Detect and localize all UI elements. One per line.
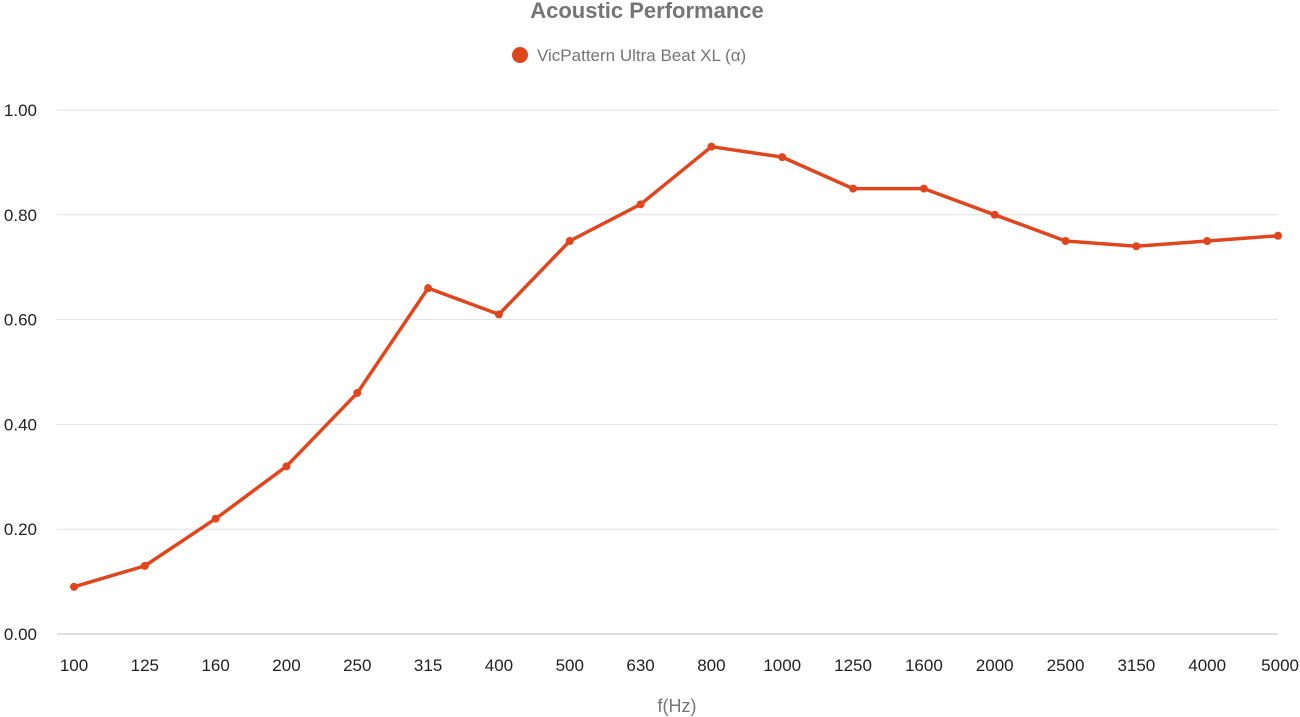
y-axis-ticks: 0.00 0.20 0.40 0.60 0.80 1.00 xyxy=(4,101,37,644)
x-tick-label: 800 xyxy=(697,656,725,675)
data-point xyxy=(494,310,503,319)
y-tick-label: 0.40 xyxy=(4,415,37,434)
x-tick-label: 125 xyxy=(131,656,159,675)
data-point xyxy=(919,184,928,193)
x-axis-ticks: 100 125 160 200 250 315 400 500 630 800 1000 1250 16… xyxy=(60,656,1299,675)
data-point xyxy=(424,284,433,293)
x-tick-label: 100 xyxy=(60,656,88,675)
x-tick-label: 1250 xyxy=(834,656,872,675)
data-point xyxy=(778,153,787,162)
x-tick-label: 200 xyxy=(272,656,300,675)
data-point xyxy=(1061,237,1070,245)
data-point xyxy=(282,462,291,471)
x-tick-label: 2000 xyxy=(976,656,1014,675)
x-tick-label: 400 xyxy=(485,656,513,675)
data-point xyxy=(707,142,716,151)
data-point xyxy=(565,237,574,245)
y-tick-label: 1.00 xyxy=(4,101,37,120)
data-point xyxy=(70,582,78,591)
x-tick-label: 630 xyxy=(626,656,654,675)
legend: VicPattern Ultra Beat XL (α) xyxy=(512,46,746,65)
gridlines xyxy=(57,109,1278,635)
data-point xyxy=(1203,237,1212,245)
x-tick-label: 500 xyxy=(556,656,584,675)
series-layer xyxy=(70,142,1282,591)
x-tick-label: 160 xyxy=(201,656,229,675)
x-tick-label: 4000 xyxy=(1188,656,1226,675)
chart-title: Acoustic Performance xyxy=(530,0,764,23)
legend-label: VicPattern Ultra Beat XL (α) xyxy=(537,46,746,65)
data-point xyxy=(1274,231,1282,240)
x-axis-title: f(Hz) xyxy=(658,696,697,716)
y-tick-label: 0.20 xyxy=(4,520,37,539)
data-point xyxy=(140,561,149,570)
y-tick-label: 0.60 xyxy=(4,311,37,330)
x-tick-label: 250 xyxy=(343,656,371,675)
data-point xyxy=(1132,242,1141,251)
data-point xyxy=(211,514,220,523)
x-tick-label: 1000 xyxy=(763,656,801,675)
x-tick-label: 3150 xyxy=(1117,656,1155,675)
series-line xyxy=(72,144,1280,589)
x-tick-label: 5000 xyxy=(1261,656,1299,675)
x-tick-label: 315 xyxy=(414,656,442,675)
data-point xyxy=(849,184,858,193)
data-point xyxy=(990,210,999,219)
data-point xyxy=(636,200,645,209)
legend-marker xyxy=(512,47,528,63)
y-tick-label: 0.80 xyxy=(4,206,37,225)
x-tick-label: 2500 xyxy=(1047,656,1085,675)
x-tick-label: 1600 xyxy=(905,656,943,675)
data-point xyxy=(353,388,362,397)
y-tick-label: 0.00 xyxy=(4,625,37,644)
